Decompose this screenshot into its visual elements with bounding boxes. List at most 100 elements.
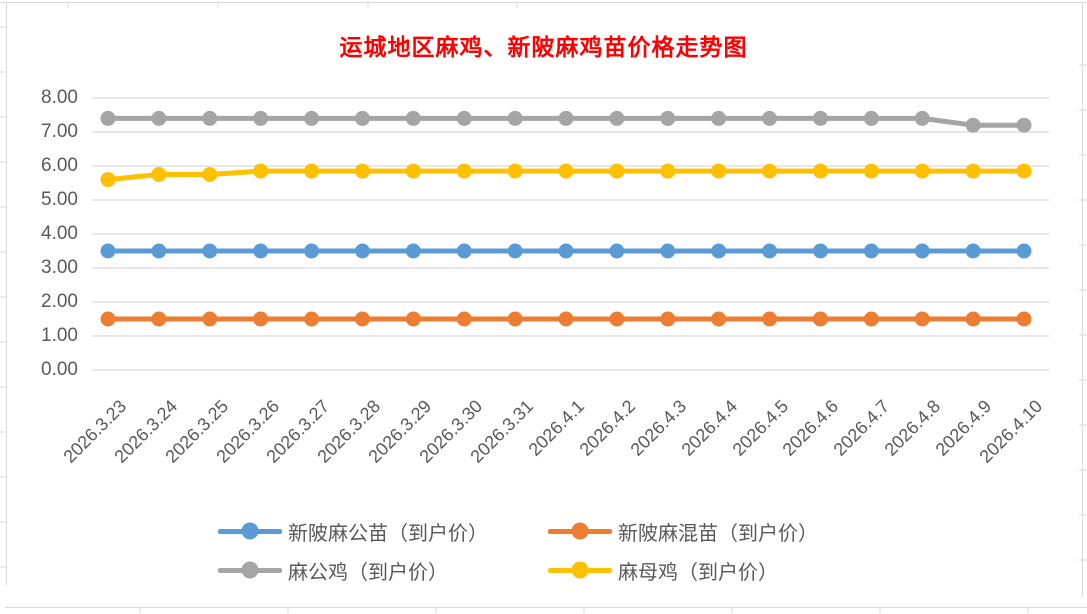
- legend-dot-icon: [571, 522, 589, 540]
- series-marker: [456, 243, 472, 259]
- series-marker: [812, 163, 828, 179]
- series-marker: [253, 243, 269, 259]
- series-marker: [762, 311, 778, 327]
- series-marker: [354, 311, 370, 327]
- series-marker: [304, 163, 320, 179]
- series-marker: [304, 243, 320, 259]
- series-marker: [711, 163, 727, 179]
- series-marker: [100, 243, 116, 259]
- legend-dot-icon: [571, 561, 589, 579]
- series-marker: [202, 110, 218, 126]
- series-marker: [100, 110, 116, 126]
- series-marker: [965, 243, 981, 259]
- series-marker: [812, 311, 828, 327]
- legend-marker-icon: [218, 522, 282, 540]
- series-marker: [456, 163, 472, 179]
- legend-marker-icon: [548, 522, 612, 540]
- series-marker: [711, 243, 727, 259]
- legend-label: 新陂麻混苗（到户价）: [618, 522, 818, 545]
- series-marker: [507, 163, 523, 179]
- series-marker: [1016, 311, 1032, 327]
- series-marker: [507, 243, 523, 259]
- series-marker: [405, 163, 421, 179]
- y-axis-tick-label: 6.00: [41, 155, 78, 176]
- series-marker: [100, 311, 116, 327]
- series-marker: [456, 311, 472, 327]
- chart-title: 运城地区麻鸡、新陂麻鸡苗价格走势图: [339, 34, 748, 61]
- series-marker: [914, 110, 930, 126]
- series-marker: [558, 163, 574, 179]
- series-marker: [507, 110, 523, 126]
- series-marker: [812, 243, 828, 259]
- y-axis-tick-label: 4.00: [41, 223, 78, 244]
- series-marker: [660, 243, 676, 259]
- y-axis-tick-label: 8.00: [41, 87, 78, 108]
- legend-label: 麻公鸡（到户价）: [288, 561, 448, 584]
- series-marker: [1016, 243, 1032, 259]
- series-marker: [151, 243, 167, 259]
- series-marker: [151, 110, 167, 126]
- y-axis-tick-label: 1.00: [41, 325, 78, 346]
- series-marker: [812, 110, 828, 126]
- series-marker: [558, 243, 574, 259]
- legend-item: 麻公鸡（到户价）: [218, 557, 448, 584]
- series-marker: [762, 110, 778, 126]
- legend-item: 新陂麻公苗（到户价）: [218, 518, 488, 545]
- series-marker: [711, 311, 727, 327]
- y-axis-tick-label: 5.00: [41, 189, 78, 210]
- legend-dot-icon: [241, 522, 259, 540]
- series-marker: [609, 110, 625, 126]
- series-marker: [202, 243, 218, 259]
- series-marker: [914, 163, 930, 179]
- series-marker: [1016, 117, 1032, 133]
- series-marker: [405, 110, 421, 126]
- legend-dot-icon: [241, 561, 259, 579]
- series-marker: [863, 243, 879, 259]
- series-marker: [253, 163, 269, 179]
- series-marker: [507, 311, 523, 327]
- series-marker: [660, 163, 676, 179]
- series-marker: [660, 110, 676, 126]
- legend-item: 新陂麻混苗（到户价）: [548, 518, 818, 545]
- series-marker: [100, 172, 116, 188]
- series-marker: [202, 311, 218, 327]
- series-marker: [863, 110, 879, 126]
- series-marker: [354, 110, 370, 126]
- legend-label: 麻母鸡（到户价）: [618, 561, 778, 584]
- series-marker: [354, 243, 370, 259]
- legend-marker-icon: [218, 561, 282, 579]
- series-marker: [711, 110, 727, 126]
- legend-label: 新陂麻公苗（到户价）: [288, 522, 488, 545]
- y-axis-tick-label: 3.00: [41, 257, 78, 278]
- series-marker: [762, 243, 778, 259]
- series-marker: [863, 163, 879, 179]
- series-marker: [202, 167, 218, 182]
- series-marker: [456, 110, 472, 126]
- y-axis-tick-label: 0.00: [41, 359, 78, 380]
- series-marker: [405, 311, 421, 327]
- series-marker: [151, 311, 167, 327]
- series-marker: [609, 311, 625, 327]
- series-marker: [660, 311, 676, 327]
- y-axis-tick-label: 2.00: [41, 291, 78, 312]
- series-marker: [405, 243, 421, 259]
- series-marker: [151, 167, 167, 182]
- series-marker: [965, 163, 981, 179]
- series-marker: [253, 110, 269, 126]
- series-marker: [914, 243, 930, 259]
- series-marker: [609, 163, 625, 179]
- series-marker: [354, 163, 370, 179]
- legend-marker-icon: [548, 561, 612, 579]
- y-axis-tick-label: 7.00: [41, 121, 78, 142]
- series-marker: [762, 163, 778, 179]
- series-marker: [304, 110, 320, 126]
- series-marker: [304, 311, 320, 327]
- series-marker: [253, 311, 269, 327]
- series-marker: [1016, 163, 1032, 179]
- series-marker: [914, 311, 930, 327]
- series-marker: [965, 117, 981, 133]
- series-marker: [609, 243, 625, 259]
- legend-item: 麻母鸡（到户价）: [548, 557, 778, 584]
